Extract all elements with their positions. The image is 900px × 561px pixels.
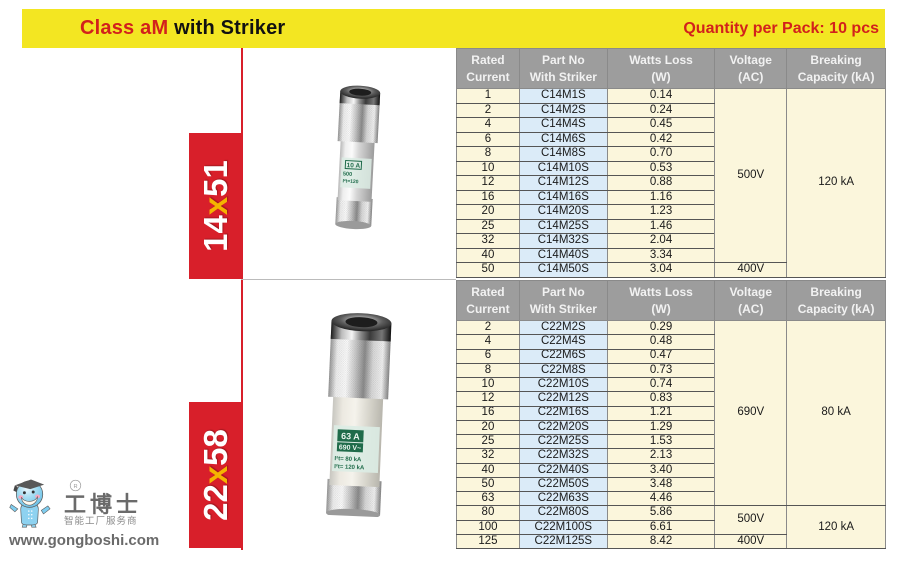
svg-text:I²t= 80 kA: I²t= 80 kA: [334, 455, 362, 463]
svg-text:I²t= 120 kA: I²t= 120 kA: [334, 463, 365, 471]
svg-text:500: 500: [343, 171, 352, 177]
svg-text:10 A: 10 A: [346, 162, 360, 170]
svg-text:I²t=120: I²t=120: [342, 178, 358, 185]
svg-text:690 V~: 690 V~: [339, 444, 362, 452]
svg-text:63 A: 63 A: [341, 431, 361, 442]
